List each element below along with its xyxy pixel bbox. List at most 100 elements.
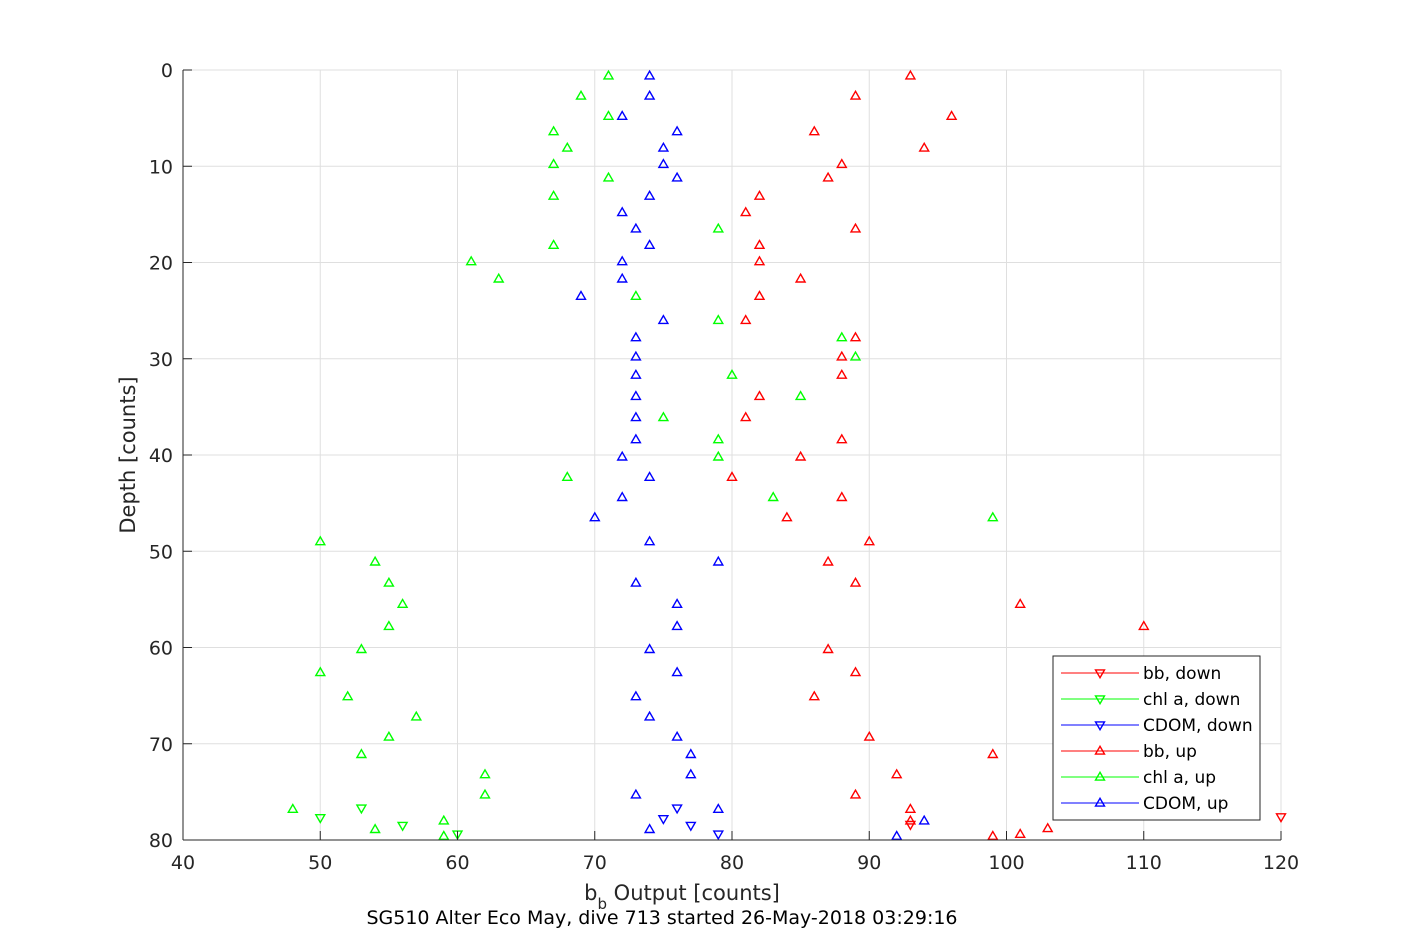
data-point — [904, 803, 917, 813]
data-point — [630, 331, 642, 342]
legend-label: bb, up — [1143, 742, 1197, 762]
y-tick-label: 40 — [149, 445, 173, 467]
data-point — [616, 110, 628, 121]
data-point — [341, 690, 354, 701]
data-point — [671, 598, 683, 608]
data-point — [438, 830, 450, 840]
data-point — [781, 511, 793, 522]
data-point — [410, 710, 423, 721]
x-tick-label: 50 — [308, 852, 332, 874]
data-point — [547, 125, 560, 136]
data-point — [685, 768, 697, 779]
data-point — [712, 830, 725, 841]
data-point — [1138, 620, 1150, 631]
data-point — [822, 555, 834, 566]
data-point — [849, 222, 862, 233]
data-point — [712, 314, 725, 325]
data-point — [712, 450, 725, 461]
x-tick-label: 90 — [857, 852, 881, 874]
legend-label: CDOM, up — [1143, 794, 1228, 814]
data-point — [671, 171, 683, 182]
legend-label: CDOM, down — [1143, 716, 1253, 736]
x-axis-title-rest: Output [counts] — [607, 881, 780, 905]
series-cdom-up — [575, 69, 930, 840]
data-point — [630, 350, 642, 361]
data-point — [575, 89, 587, 100]
data-point — [808, 690, 821, 701]
data-point — [1275, 813, 1287, 824]
data-point — [643, 69, 656, 80]
data-point — [643, 239, 656, 250]
data-point — [561, 471, 574, 481]
data-point — [630, 222, 642, 233]
data-point — [739, 206, 752, 217]
data-point — [836, 350, 848, 361]
y-tick-label: 50 — [149, 541, 173, 563]
data-point — [602, 69, 615, 80]
data-point — [547, 189, 560, 200]
data-point — [904, 820, 917, 831]
data-point — [794, 272, 807, 283]
data-point — [753, 390, 766, 401]
x-tick-label: 110 — [1126, 852, 1162, 874]
data-point — [630, 690, 642, 701]
data-point — [616, 450, 628, 461]
data-point — [575, 290, 587, 300]
legend-marker — [1094, 695, 1106, 706]
data-point — [657, 314, 670, 325]
data-point — [904, 69, 917, 80]
data-point — [547, 239, 560, 250]
data-point — [492, 272, 505, 283]
legend-marker — [1094, 721, 1106, 732]
series-bb-down — [904, 813, 1287, 831]
data-point — [589, 511, 601, 522]
data-point — [616, 206, 628, 217]
data-point — [712, 803, 725, 813]
data-point — [712, 433, 725, 444]
data-point — [643, 535, 656, 546]
y-tick-label: 0 — [161, 60, 173, 82]
legend-box — [1052, 655, 1261, 821]
data-point — [383, 576, 395, 587]
data-point — [314, 666, 327, 677]
data-point — [849, 576, 862, 587]
chart-caption: SG510 Alter Eco May, dive 713 started 26… — [366, 907, 957, 929]
data-point — [836, 368, 848, 379]
data-point — [822, 171, 834, 182]
data-point — [465, 255, 477, 266]
data-point — [657, 411, 670, 422]
data-point — [794, 390, 807, 401]
data-point — [616, 255, 628, 266]
data-point — [369, 823, 381, 834]
legend-marker — [1094, 770, 1106, 781]
data-point — [355, 804, 368, 815]
data-point — [630, 368, 642, 379]
x-tick-label: 120 — [1263, 852, 1299, 874]
data-point — [396, 598, 409, 608]
data-point — [849, 666, 862, 677]
data-point — [836, 491, 848, 502]
data-point — [987, 748, 999, 759]
legend-marker — [1094, 669, 1106, 680]
data-point — [712, 555, 725, 566]
data-point — [849, 89, 862, 100]
x-axis-ticks: 40 50 60 70 80 90 100 110 120 — [171, 831, 1299, 874]
data-point — [849, 350, 862, 361]
data-point — [767, 491, 779, 502]
data-point — [822, 643, 834, 654]
data-point — [355, 643, 368, 654]
data-point — [630, 433, 642, 444]
x-axis-title-main: b — [584, 881, 597, 905]
data-point — [314, 535, 327, 546]
data-point — [479, 788, 491, 799]
legend: bb, down chl a, down CDOM, down bb, up chl a… — [1052, 655, 1261, 821]
legend-item-chl-a-down: chl a, down — [1061, 690, 1240, 710]
data-point — [630, 290, 642, 300]
data-point — [904, 814, 917, 825]
legend-item-chl-a-up: chl a, up — [1061, 768, 1216, 788]
y-tick-label: 20 — [149, 253, 173, 275]
data-point — [643, 823, 656, 834]
data-point — [369, 555, 381, 566]
data-point — [616, 272, 628, 283]
